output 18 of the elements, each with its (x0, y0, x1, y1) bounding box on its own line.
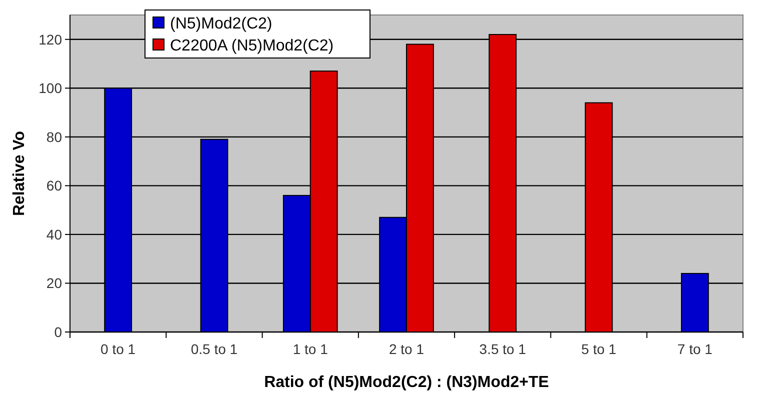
x-tick-label: 7 to 1 (677, 341, 713, 357)
y-tick-label: 100 (38, 80, 62, 96)
x-tick-label: 3.5 to 1 (479, 341, 526, 357)
y-axis-title: Relative Vo (11, 130, 28, 216)
y-tick-label: 80 (46, 128, 62, 145)
y-tick-label: 40 (46, 226, 62, 242)
x-tick-label: 0 to 1 (100, 341, 136, 357)
y-tick-label: 0 (54, 324, 62, 340)
y-tick-label: 20 (46, 275, 62, 292)
x-tick-label: 0.5 to 1 (190, 341, 238, 357)
x-tick-label: 1 to 1 (292, 341, 328, 357)
y-tick-label: 60 (46, 178, 62, 194)
y-tick-label: 120 (38, 31, 62, 48)
x-axis-title: Ratio of (N5)Mod2(C2) : (N3)Mod2+TE (264, 374, 550, 391)
x-tick-label: 2 to 1 (388, 341, 424, 357)
legend-label: C2200A (N5)Mod2(C2) (170, 38, 334, 55)
x-tick-label: 5 to 1 (581, 341, 617, 357)
legend-label: (N5)Mod2(C2) (170, 16, 272, 33)
